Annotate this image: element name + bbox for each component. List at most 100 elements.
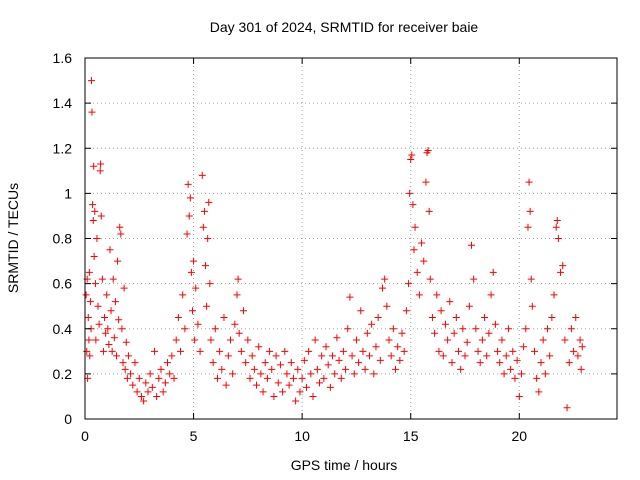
data-point	[431, 329, 439, 337]
data-point	[320, 374, 328, 382]
data-point	[235, 329, 243, 337]
data-point	[94, 302, 102, 310]
data-point	[428, 313, 436, 321]
data-point	[137, 392, 145, 400]
data-point	[181, 325, 189, 333]
data-point	[86, 298, 94, 306]
data-point	[489, 268, 497, 276]
data-point	[302, 383, 310, 391]
data-point	[131, 359, 139, 367]
data-point	[117, 230, 125, 238]
data-point	[313, 365, 321, 373]
data-point	[385, 336, 393, 344]
data-point	[496, 359, 504, 367]
data-point	[96, 167, 104, 175]
data-point	[461, 352, 469, 360]
data-point	[237, 347, 245, 355]
data-point	[437, 307, 445, 315]
data-point	[190, 257, 198, 265]
data-point	[104, 325, 112, 333]
data-point	[153, 392, 161, 400]
data-point	[257, 370, 265, 378]
data-point	[535, 388, 543, 396]
data-point	[102, 329, 110, 337]
data-point	[487, 291, 495, 299]
data-point	[515, 392, 523, 400]
data-point	[548, 313, 556, 321]
data-point	[476, 359, 484, 367]
data-point	[108, 347, 116, 355]
data-point	[410, 246, 418, 254]
data-point	[242, 359, 250, 367]
data-point	[415, 291, 423, 299]
data-point	[123, 374, 131, 382]
data-point	[559, 262, 567, 270]
data-point	[281, 347, 289, 355]
data-point	[348, 352, 356, 360]
data-point	[420, 257, 428, 265]
data-point	[110, 334, 118, 342]
data-point	[194, 320, 202, 328]
data-point	[311, 336, 319, 344]
data-point	[85, 268, 93, 276]
data-point	[389, 325, 397, 333]
data-point	[546, 352, 554, 360]
data-point	[224, 352, 232, 360]
y-tick-label: 0.8	[53, 231, 73, 247]
data-point	[524, 223, 532, 231]
data-point	[491, 320, 499, 328]
data-point	[472, 325, 480, 333]
data-point	[116, 223, 124, 231]
data-point	[109, 275, 117, 283]
data-point	[90, 253, 98, 261]
data-point	[309, 392, 317, 400]
y-tick-label: 1	[64, 185, 72, 201]
data-point	[270, 392, 278, 400]
data-point	[177, 347, 185, 355]
data-point	[372, 343, 380, 351]
data-point	[93, 235, 101, 242]
data-point	[146, 370, 154, 378]
y-tick-label: 1.6	[53, 50, 73, 66]
data-point	[463, 338, 471, 346]
data-point	[234, 275, 242, 283]
data-point	[82, 291, 90, 299]
data-point	[105, 341, 113, 349]
data-point	[244, 336, 252, 344]
data-point	[329, 352, 337, 360]
data-point	[90, 162, 98, 170]
data-point	[213, 374, 221, 382]
data-point	[296, 388, 304, 396]
data-point	[204, 235, 212, 242]
data-point	[578, 343, 586, 351]
data-point	[352, 336, 360, 344]
data-point	[253, 381, 261, 389]
data-point	[86, 352, 94, 360]
data-point	[567, 325, 575, 333]
data-point	[114, 257, 122, 265]
data-point	[305, 347, 313, 355]
data-point	[570, 347, 578, 355]
data-point	[576, 336, 584, 344]
data-point	[408, 151, 416, 159]
data-point	[355, 359, 363, 367]
data-point	[383, 302, 391, 310]
data-point	[405, 280, 413, 288]
data-point	[331, 370, 339, 378]
data-point	[218, 365, 226, 373]
data-point	[170, 374, 178, 382]
data-point	[528, 302, 536, 310]
data-point	[381, 275, 389, 283]
data-point	[199, 223, 207, 231]
data-point	[387, 352, 395, 360]
data-point	[124, 352, 132, 360]
chart-title: Day 301 of 2024, SRMTID for receiver bai…	[210, 19, 479, 35]
data-point	[111, 298, 119, 306]
data-point	[183, 230, 191, 238]
data-point	[318, 352, 326, 360]
data-point	[122, 338, 130, 346]
data-point	[450, 329, 458, 337]
data-point	[101, 313, 109, 321]
data-point	[459, 325, 467, 333]
data-point	[196, 347, 204, 355]
